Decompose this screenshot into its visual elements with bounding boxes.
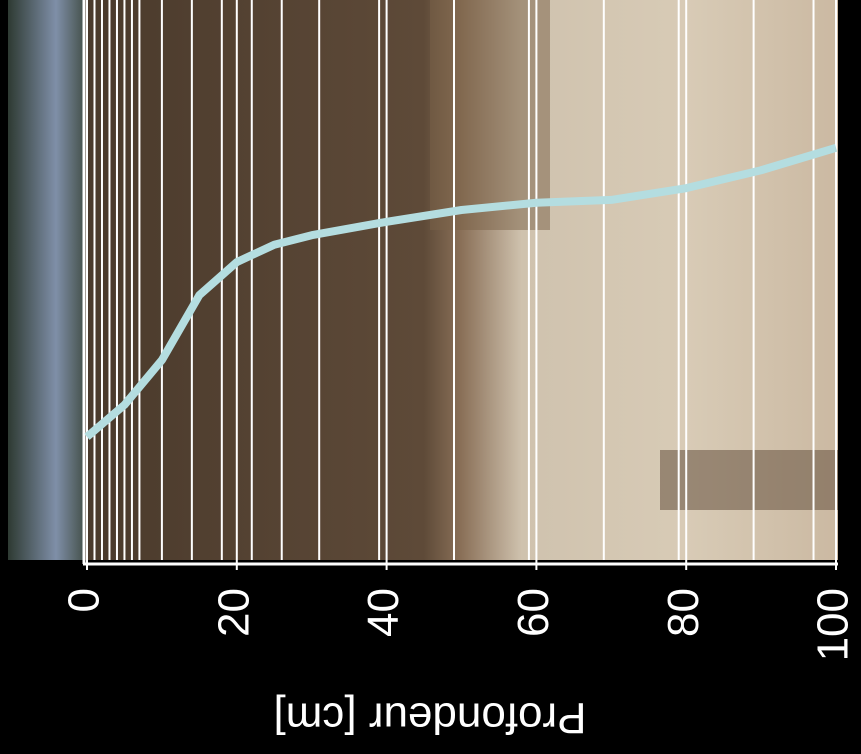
photo-shade: [660, 450, 838, 510]
photo-shade: [430, 0, 550, 230]
x-tick-label: 20: [209, 588, 258, 637]
x-tick-label: 80: [659, 588, 708, 637]
data-line: [84, 144, 838, 440]
x-axis-title: Profondeur [cm]: [273, 693, 586, 742]
x-tick-label: 100: [809, 588, 858, 661]
x-tick-label: 40: [359, 588, 408, 637]
x-tick-label: 0: [60, 588, 109, 612]
photo-sky: [8, 0, 88, 560]
x-tick-label: 60: [509, 588, 558, 637]
